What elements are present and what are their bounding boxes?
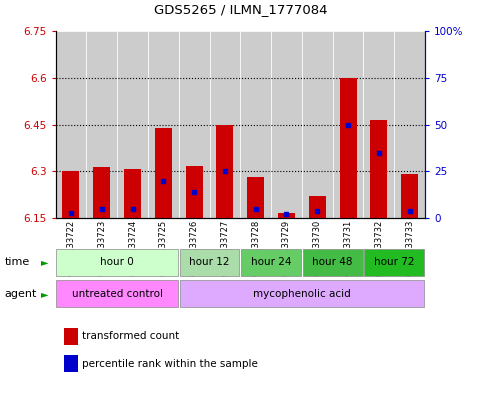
- Bar: [241, 249, 301, 276]
- Bar: [117, 31, 148, 218]
- Bar: [247, 177, 264, 218]
- Text: GDS5265 / ILMN_1777084: GDS5265 / ILMN_1777084: [154, 3, 327, 16]
- Bar: [179, 31, 210, 218]
- Bar: [333, 31, 364, 218]
- Text: hour 12: hour 12: [189, 257, 230, 267]
- Bar: [185, 166, 202, 218]
- Bar: [216, 125, 233, 218]
- Bar: [62, 171, 79, 218]
- Bar: [93, 167, 110, 218]
- Bar: [240, 31, 271, 218]
- Text: hour 72: hour 72: [374, 257, 414, 267]
- Bar: [57, 280, 178, 307]
- Bar: [303, 249, 363, 276]
- Text: hour 24: hour 24: [251, 257, 291, 267]
- Text: agent: agent: [5, 289, 37, 299]
- Text: transformed count: transformed count: [83, 331, 180, 341]
- Bar: [302, 31, 333, 218]
- Text: ►: ►: [41, 257, 49, 267]
- Text: time: time: [5, 257, 30, 267]
- Bar: [57, 249, 178, 276]
- Bar: [180, 249, 240, 276]
- Text: ►: ►: [41, 289, 49, 299]
- Bar: [148, 31, 179, 218]
- Text: mycophenolic acid: mycophenolic acid: [253, 289, 351, 299]
- Text: hour 0: hour 0: [100, 257, 134, 267]
- Text: hour 48: hour 48: [313, 257, 353, 267]
- Bar: [56, 31, 86, 218]
- Bar: [278, 213, 295, 218]
- Bar: [364, 249, 424, 276]
- Bar: [364, 31, 394, 218]
- Text: percentile rank within the sample: percentile rank within the sample: [83, 358, 258, 369]
- Bar: [210, 31, 240, 218]
- Bar: [401, 174, 418, 218]
- Bar: [271, 31, 302, 218]
- Bar: [124, 169, 141, 218]
- Bar: [86, 31, 117, 218]
- Bar: [155, 128, 172, 218]
- Text: untreated control: untreated control: [71, 289, 163, 299]
- Bar: [340, 78, 356, 218]
- Bar: [370, 120, 387, 218]
- Bar: [309, 196, 326, 218]
- Bar: [180, 280, 424, 307]
- Bar: [394, 31, 425, 218]
- Bar: [64, 328, 78, 345]
- Bar: [64, 355, 78, 372]
